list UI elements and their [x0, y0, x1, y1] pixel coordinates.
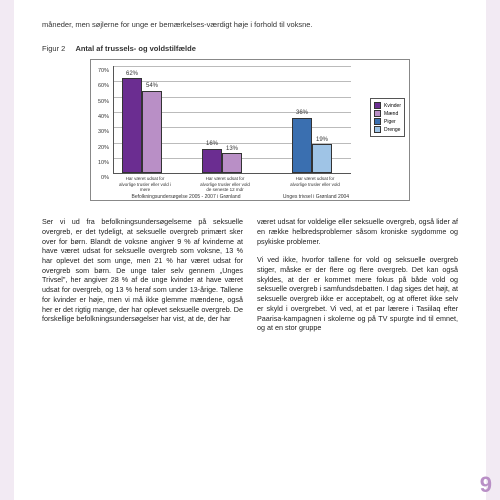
y-tick: 50%	[93, 95, 109, 110]
y-tick: 60%	[93, 79, 109, 94]
legend-label: Drenge	[384, 127, 400, 133]
swatch-icon	[374, 110, 381, 117]
legend-label: Mænd	[384, 111, 398, 117]
swatch-icon	[374, 102, 381, 109]
y-axis: 70% 60% 50% 40% 30% 20% 10% 0%	[93, 64, 109, 186]
swatch-icon	[374, 126, 381, 133]
body-paragraph: været udsat for voldelige eller seksuell…	[257, 217, 458, 246]
x-caption: Har været udsat for alvorlige trusler el…	[197, 176, 253, 192]
swatch-icon	[374, 118, 381, 125]
left-column: Ser vi ud fra befolkningsundersøgelserne…	[42, 217, 243, 342]
right-column: været udsat for voldelige eller seksuell…	[257, 217, 458, 342]
legend-item: Kvinder	[374, 102, 401, 109]
legend: Kvinder Mænd Piger Drenge	[370, 98, 405, 137]
source-label: Befolkningsundersøgelse 2005 - 2007 i Gr…	[121, 194, 251, 200]
bar-maend-g2	[222, 153, 242, 173]
y-tick: 20%	[93, 141, 109, 156]
bar-kvinder-g1	[122, 78, 142, 173]
bar-label: 13%	[220, 146, 244, 152]
legend-item: Drenge	[374, 126, 401, 133]
bar-maend-g1	[142, 91, 162, 173]
bar-label: 54%	[140, 83, 164, 89]
y-tick: 40%	[93, 110, 109, 125]
bar-piger-g3	[292, 118, 312, 173]
y-tick: 70%	[93, 64, 109, 79]
y-tick: 0%	[93, 171, 109, 186]
bars: 62% 54% 16% 13% 36% 19%	[114, 66, 351, 173]
document-page: måneder, men søjlerne for unge er bemærk…	[14, 0, 486, 500]
legend-label: Piger	[384, 119, 396, 125]
body-paragraph: Ser vi ud fra befolkningsundersøgelserne…	[42, 217, 243, 324]
source-label: Unges trivsel i Grønland 2004	[281, 194, 351, 200]
bar-chart: 70% 60% 50% 40% 30% 20% 10% 0% 62% 54%	[90, 59, 410, 201]
y-tick: 30%	[93, 125, 109, 140]
bar-label: 36%	[290, 110, 314, 116]
bar-kvinder-g2	[202, 149, 222, 174]
legend-label: Kvinder	[384, 103, 401, 109]
figure-number: Figur 2	[42, 44, 65, 53]
x-caption: Har været udsat for alvorlige trusler el…	[117, 176, 173, 192]
intro-text: måneder, men søjlerne for unge er bemærk…	[42, 20, 458, 30]
legend-item: Mænd	[374, 110, 401, 117]
body-paragraph: Vi ved ikke, hvorfor tallene for vold og…	[257, 255, 458, 333]
plot-area: 62% 54% 16% 13% 36% 19%	[113, 66, 351, 174]
y-tick: 10%	[93, 156, 109, 171]
page-number: 9	[480, 472, 492, 498]
bar-label: 19%	[310, 137, 334, 143]
figure-label: Figur 2 Antal af trussels- og voldstilfæ…	[42, 44, 458, 53]
x-caption: Har været udsat for alvorlige trusler el…	[287, 176, 343, 187]
legend-item: Piger	[374, 118, 401, 125]
figure-caption: Antal af trussels- og voldstilfælde	[75, 44, 195, 53]
bar-drenge-g3	[312, 144, 332, 173]
bar-label: 62%	[120, 71, 144, 77]
body-columns: Ser vi ud fra befolkningsundersøgelserne…	[42, 217, 458, 342]
